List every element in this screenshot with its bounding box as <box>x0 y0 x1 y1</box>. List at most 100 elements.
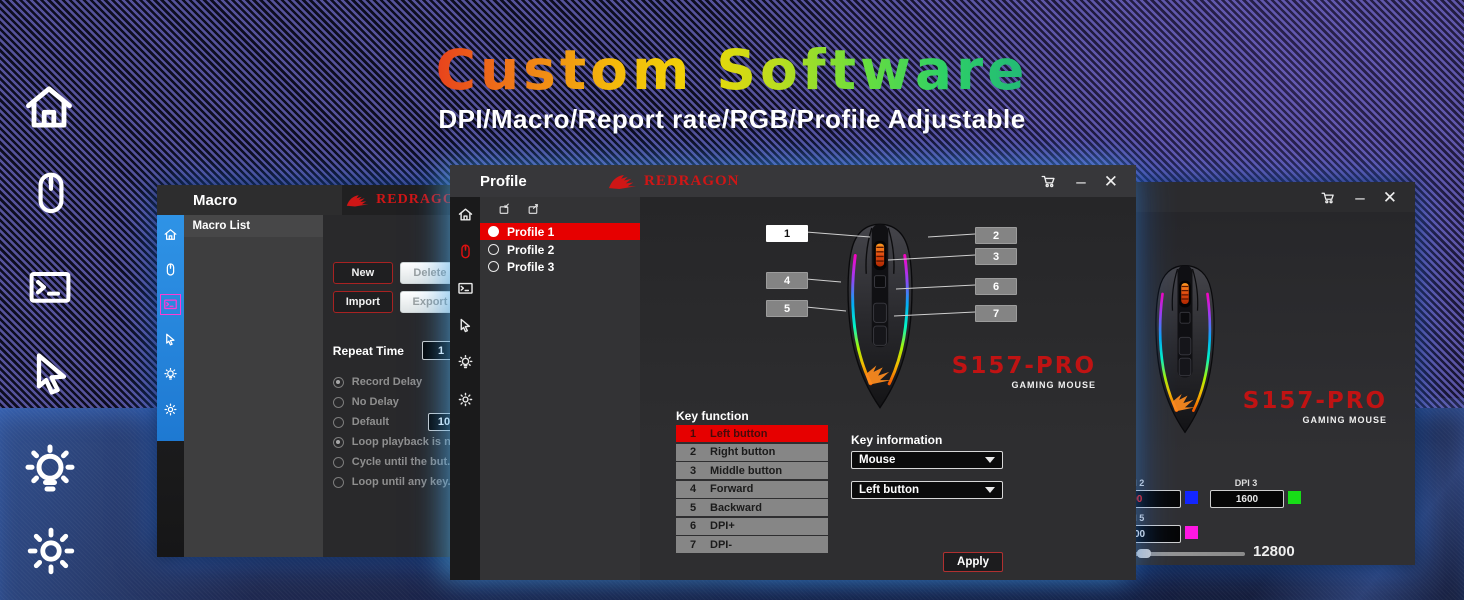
close-button[interactable]: ✕ <box>1382 187 1397 207</box>
macro-titlebar: Macro REDRAGON <box>157 185 470 215</box>
chevron-down-icon <box>985 457 995 463</box>
radio-icon[interactable] <box>488 244 499 255</box>
sidebar-mouse-icon[interactable] <box>457 243 474 260</box>
dpi3-color-swatch[interactable] <box>1288 491 1301 504</box>
radio-icon[interactable] <box>332 396 344 408</box>
dpi3-label: DPI 3 <box>1234 478 1258 488</box>
profile-titlebar: Profile REDRAGON – ✕ <box>450 165 1136 197</box>
lightbulb-icon <box>20 440 80 507</box>
key-row-2[interactable]: 2 Right button <box>676 443 828 461</box>
key-row-4[interactable]: 4 Forward <box>676 480 828 498</box>
terminal-icon <box>22 264 78 317</box>
device-dropdown[interactable]: Mouse <box>851 451 1003 469</box>
model-badge: S157-PRO GAMING MOUSE <box>1243 388 1387 425</box>
sidebar-gear-icon[interactable] <box>457 391 474 408</box>
sidebar-cursor-icon[interactable] <box>457 317 474 334</box>
home-icon <box>20 78 78 141</box>
dpi2-color-swatch[interactable] <box>1185 491 1198 504</box>
macro-window: Macro REDRAGON Macro List <box>157 185 471 557</box>
cursor-icon <box>26 348 78 405</box>
radio-icon[interactable] <box>332 416 344 428</box>
option-loop-until-key[interactable]: Loop until any key... <box>332 476 460 488</box>
radio-icon[interactable] <box>488 226 499 237</box>
callout-6: 6 <box>975 278 1017 295</box>
action-dropdown[interactable]: Left button <box>851 481 1003 499</box>
sidebar-mouse-icon[interactable] <box>163 262 178 277</box>
dpi5-color-swatch[interactable] <box>1185 526 1198 539</box>
option-loop-playback[interactable]: Loop playback is n... <box>332 436 460 448</box>
sidebar-home-icon[interactable] <box>163 227 178 242</box>
option-no-delay[interactable]: No Delay <box>332 396 460 408</box>
macro-sidebar <box>157 215 184 557</box>
dpi3-input[interactable] <box>1210 490 1284 508</box>
hero-title: Custom Software <box>435 38 1029 102</box>
callout-4: 4 <box>766 272 808 289</box>
key-row-6[interactable]: 6 DPI+ <box>676 517 828 535</box>
radio-icon[interactable] <box>332 436 344 448</box>
key-row-3[interactable]: 3 Middle button <box>676 462 828 479</box>
profile-main-area: 1 2 3 4 5 6 7 S157-PRO GAMING MOUSE Key … <box>640 197 1136 580</box>
apply-button[interactable]: Apply <box>943 552 1003 572</box>
minimize-button[interactable]: – <box>1076 171 1086 191</box>
profile-item-3[interactable]: Profile 3 <box>480 258 640 275</box>
option-cycle-until[interactable]: Cycle until the but... <box>332 456 460 468</box>
mouse-icon <box>26 164 76 227</box>
cart-icon[interactable] <box>1040 172 1058 190</box>
sidebar-lightbulb-icon[interactable] <box>457 354 474 371</box>
macro-settings-panel: New Delete Import Export Repeat Time Rec… <box>322 215 471 557</box>
repeat-time-label: Repeat Time <box>332 343 404 358</box>
radio-icon[interactable] <box>332 376 344 388</box>
sidebar-lightbulb-icon[interactable] <box>163 367 178 382</box>
key-row-7[interactable]: 7 DPI- <box>676 536 828 553</box>
chevron-down-icon <box>985 487 995 493</box>
profile-import-icon[interactable] <box>498 203 511 216</box>
new-button[interactable]: New <box>332 262 393 284</box>
sidebar-cursor-icon[interactable] <box>163 332 178 347</box>
macro-list-body[interactable] <box>184 237 323 557</box>
import-button[interactable]: Import <box>332 291 393 313</box>
macro-buttons: New Delete Import Export <box>332 262 460 313</box>
sidebar-gear-icon[interactable] <box>163 402 178 417</box>
callout-2: 2 <box>975 227 1017 244</box>
profile-window-title: Profile <box>480 172 527 190</box>
dragon-logo-icon <box>346 193 370 208</box>
key-function-header: Key function <box>676 409 749 423</box>
delete-button[interactable]: Delete <box>399 262 460 284</box>
radio-icon[interactable] <box>332 476 344 488</box>
dpi-slider-value: 12800 <box>1253 543 1295 560</box>
close-button[interactable]: ✕ <box>1103 171 1118 191</box>
key-row-5[interactable]: 5 Backward <box>676 499 828 516</box>
hero-subtitle: DPI/Macro/Report rate/RGB/Profile Adjust… <box>438 104 1026 134</box>
profile-item-1[interactable]: Profile 1 <box>480 223 640 240</box>
callout-5: 5 <box>766 300 808 317</box>
profile-item-2[interactable]: Profile 2 <box>480 241 640 258</box>
model-name: S157-PRO <box>1242 388 1387 414</box>
minimize-button[interactable]: – <box>1355 187 1365 207</box>
sidebar-home-icon[interactable] <box>457 206 474 223</box>
brand-logo: REDRAGON <box>608 172 740 191</box>
dragon-logo-icon <box>608 172 638 191</box>
model-subtitle: GAMING MOUSE <box>1011 380 1096 390</box>
profile-body: Profile 1 Profile 2 Profile 3 <box>450 197 1136 580</box>
macro-list-header: Macro List <box>183 215 323 237</box>
option-default[interactable]: Default <box>332 413 460 431</box>
hero-banner: Custom Software DPI/Macro/Report rate/RG… <box>0 38 1464 135</box>
callout-1: 1 <box>766 225 808 242</box>
key-row-1[interactable]: 1 Left button <box>676 425 828 442</box>
sidebar-macro-terminal-icon[interactable] <box>159 294 181 315</box>
sidebar-terminal-icon[interactable] <box>457 280 474 297</box>
radio-icon[interactable] <box>488 261 499 272</box>
repeat-time-row: Repeat Time <box>333 341 460 360</box>
dpi-slider-thumb[interactable] <box>1137 549 1151 558</box>
option-record-delay[interactable]: Record Delay <box>332 376 460 388</box>
brand-name: REDRAGON <box>376 192 466 207</box>
key-function-table: 1 Left button 2 Right button 3 Middle bu… <box>676 425 828 553</box>
profile-sidebar <box>450 197 480 580</box>
cart-icon[interactable] <box>1320 189 1337 206</box>
radio-icon[interactable] <box>332 456 344 468</box>
macro-window-title: Macro <box>193 191 238 209</box>
profile-window: Profile REDRAGON – ✕ <box>450 165 1136 580</box>
mouse-product-image <box>825 211 935 421</box>
profile-export-icon[interactable] <box>527 203 540 216</box>
profile-list-panel: Profile 1 Profile 2 Profile 3 <box>480 197 640 580</box>
